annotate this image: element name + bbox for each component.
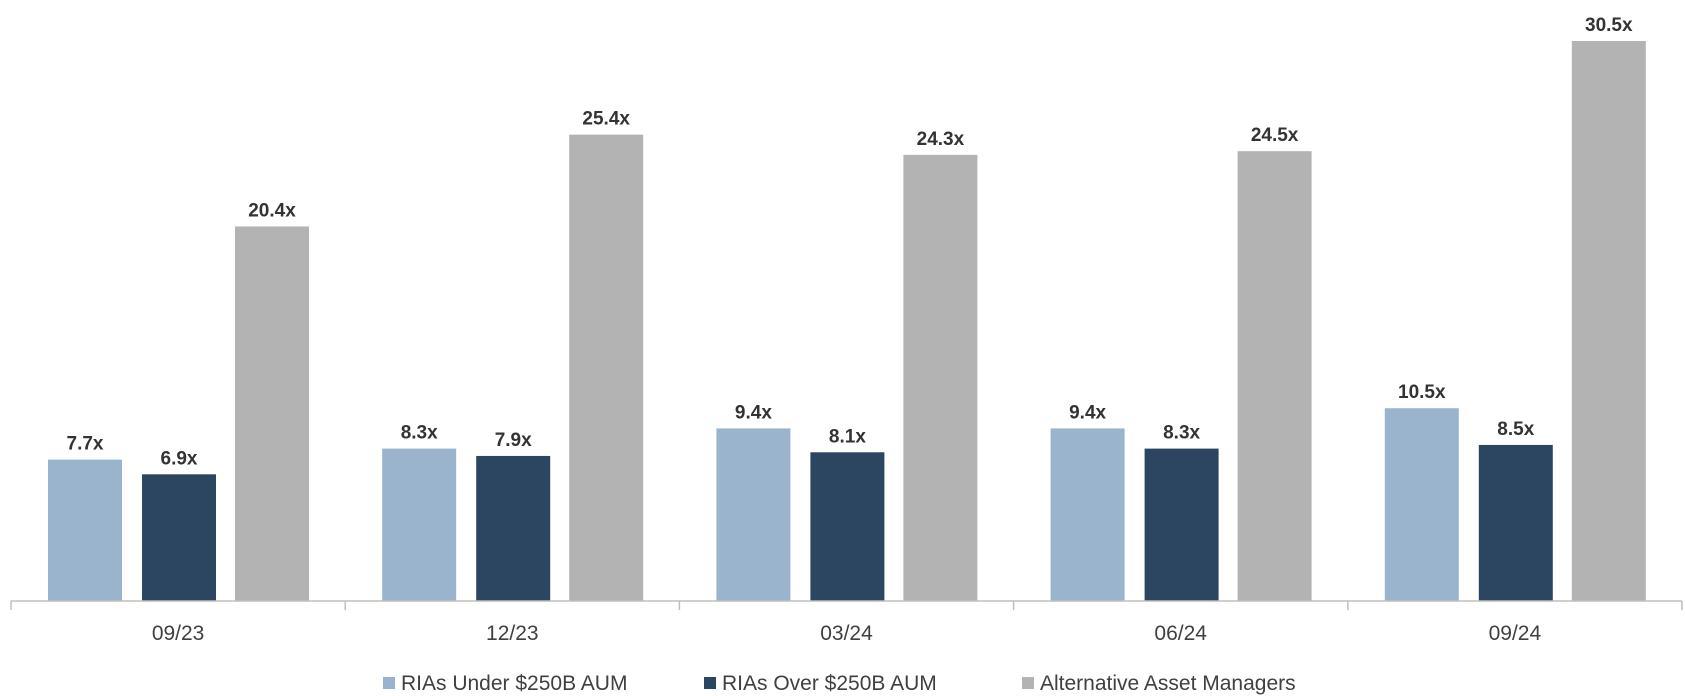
- bar-value-label: 20.4x: [248, 200, 296, 221]
- bar-over-250b-09-24: [1478, 444, 1553, 601]
- legend-swatch: [1022, 677, 1034, 689]
- bar-alt-managers-12-23: [569, 134, 644, 601]
- bar-value-label: 9.4x: [1069, 402, 1106, 423]
- bar-value-label: 8.3x: [1163, 423, 1200, 444]
- bar-value-label: 24.5x: [1251, 125, 1299, 146]
- x-tick-label: 12/23: [486, 622, 539, 645]
- legend: RIAs Under $250B AUM RIAs Over $250B AUM A…: [383, 672, 1296, 695]
- legend-swatch: [704, 677, 716, 689]
- legend-swatch: [383, 677, 395, 689]
- x-tick-label: 06/24: [1154, 622, 1207, 645]
- bar-under-250b-09-24: [1384, 408, 1459, 601]
- bar-value-label: 8.5x: [1497, 419, 1534, 440]
- bar-value-label: 9.4x: [735, 402, 772, 423]
- bar-under-250b-12-23: [382, 448, 457, 601]
- bar-value-label: 8.3x: [401, 423, 438, 444]
- bar-over-250b-09-23: [142, 474, 216, 601]
- x-tick-label: 09/23: [152, 622, 205, 645]
- bar-alt-managers-03-24: [903, 154, 978, 602]
- bar-under-250b-03-24: [716, 428, 791, 601]
- x-tick-label: 03/24: [820, 622, 873, 645]
- legend-label: RIAs Under $250B AUM: [401, 672, 627, 695]
- value-labels-layer: 7.7x 6.9x 20.4x 8.3x 7.9x 25.4x 9.4x 8.1x 24.3x 9…: [67, 15, 1633, 469]
- bar-over-250b-06-24: [1144, 448, 1219, 601]
- bar-value-label: 24.3x: [917, 129, 965, 150]
- bar-over-250b-12-23: [476, 455, 551, 601]
- bar-value-label: 6.9x: [161, 448, 198, 469]
- bar-value-label: 7.7x: [67, 434, 104, 455]
- x-axis: 09/23 12/23 03/24 06/24 09/24: [10, 600, 1683, 645]
- bar-value-label: 25.4x: [582, 109, 630, 130]
- bar-under-250b-06-24: [1050, 428, 1125, 601]
- legend-label: Alternative Asset Managers: [1040, 672, 1296, 695]
- bar-value-label: 8.1x: [829, 426, 866, 447]
- bar-alt-managers-06-24: [1237, 151, 1312, 601]
- bar-over-250b-03-24: [810, 452, 885, 601]
- bars-layer: [48, 41, 1646, 602]
- bar-value-label: 10.5x: [1398, 382, 1446, 403]
- bar-value-label: 7.9x: [495, 430, 532, 451]
- legend-label: RIAs Over $250B AUM: [722, 672, 937, 695]
- bar-alt-managers-09-24: [1571, 41, 1646, 601]
- bar-alt-managers-09-23: [235, 226, 309, 601]
- bar-under-250b-09-23: [48, 459, 122, 601]
- x-tick-label: 09/24: [1489, 622, 1542, 645]
- bar-value-label: 30.5x: [1585, 15, 1633, 36]
